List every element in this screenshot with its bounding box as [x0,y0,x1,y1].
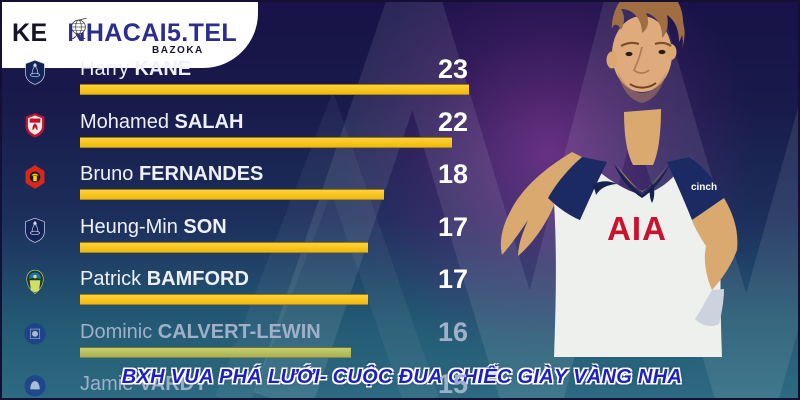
svg-text:AIA: AIA [607,210,667,247]
svg-text:cinch: cinch [691,182,717,193]
